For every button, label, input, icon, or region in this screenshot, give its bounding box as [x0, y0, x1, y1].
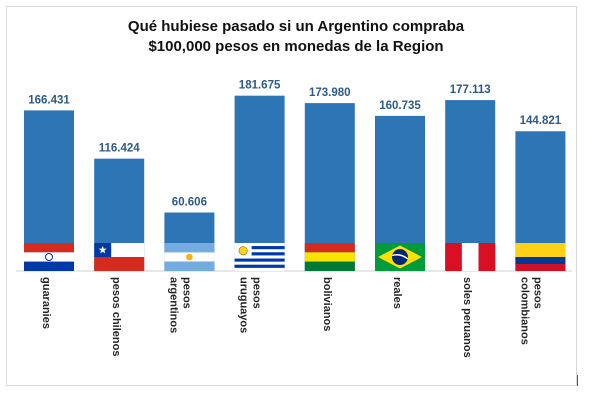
- flag-brazil: [375, 243, 425, 271]
- category-label-line: reales: [391, 277, 403, 309]
- value-label-guaranies: 166.431: [28, 94, 70, 106]
- flag-stripe: [234, 261, 285, 265]
- flag-star: [98, 245, 107, 254]
- flag-chile: [94, 243, 145, 271]
- flag-banner: [391, 254, 409, 260]
- category-label-line: uruguayos: [238, 277, 250, 333]
- flag-sun: [238, 246, 248, 256]
- flag-bolivia: [304, 243, 355, 271]
- bar-pesos-uruguayos: [234, 95, 285, 271]
- category-label-line: guaranies: [40, 277, 52, 329]
- flag-emblem: [45, 253, 53, 261]
- flag-band-red: [304, 243, 355, 253]
- category-label-pesos-chilenos: pesos chilenos: [110, 277, 122, 356]
- category-label-line: colombianos: [518, 277, 530, 345]
- flag-stripe: [234, 243, 285, 247]
- category-label-line: pesos: [251, 277, 263, 309]
- flag-colombia: [515, 243, 566, 271]
- category-label-reales: reales: [391, 277, 403, 309]
- flag-uruguay: [234, 243, 285, 271]
- flag-stripe: [234, 252, 285, 256]
- flag-band-white: [24, 252, 74, 262]
- value-label-pesos-argentinos: 60.606: [172, 197, 207, 209]
- flag-band-blue: [24, 261, 74, 271]
- flag-stripe: [234, 246, 285, 250]
- flag-band-white: [461, 243, 479, 271]
- value-label-bolivianos: 173.980: [309, 87, 351, 99]
- flag-band-yellow: [515, 243, 566, 257]
- flag-band-blue: [515, 257, 566, 264]
- category-label-line: soles peruanos: [461, 277, 473, 358]
- bar-group-guaranies: 166.431 guaranies: [24, 94, 74, 329]
- corner-mark: [577, 375, 578, 386]
- bars-group: 166.431 guaranies 116.424 pesos chilenos 60.…: [24, 80, 566, 358]
- flag-stripe: [234, 264, 285, 268]
- chart-title-line-2: $100,000 pesos en monedas de la Region: [148, 38, 443, 55]
- flag-stripe: [234, 249, 285, 253]
- flag-stripe: [234, 258, 285, 262]
- value-label-pesos-uruguayos: 181.675: [239, 80, 281, 92]
- value-label-reales: 160.735: [379, 100, 421, 112]
- bar-group-soles-peruanos: 177.113 soles peruanos: [445, 84, 496, 358]
- flag-band-red: [478, 243, 496, 271]
- category-label-line: bolivianos: [321, 277, 333, 331]
- flag-band-green: [304, 261, 355, 271]
- flag-peru: [445, 243, 496, 271]
- flag-band-light-blue: [164, 243, 215, 253]
- value-label-soles-peruanos: 177.113: [450, 84, 491, 96]
- value-label-pesos-chilenos: 116.424: [99, 143, 141, 155]
- flag-stripe: [234, 267, 285, 271]
- category-label-line: pesos: [180, 277, 192, 309]
- bar-group-reales: 160.735 reales: [375, 100, 425, 309]
- flag-paraguay: [24, 243, 74, 271]
- category-label-line: pesos: [531, 277, 543, 309]
- bar-soles-peruanos: [445, 100, 496, 271]
- flag-globe: [392, 249, 408, 265]
- flag-band-red: [515, 264, 566, 271]
- flag-sun: [186, 253, 193, 261]
- flag-band-red: [445, 243, 462, 271]
- flag-band-red: [24, 243, 74, 253]
- category-label-line: argentinos: [167, 277, 179, 333]
- flag-band-light-blue: [164, 261, 215, 271]
- category-label-guaranies: guaranies: [40, 277, 52, 329]
- flag-stripe: [234, 255, 285, 259]
- flag-argentina: [164, 243, 215, 271]
- category-label-bolivianos: bolivianos: [321, 277, 333, 331]
- flag-band-red: [94, 257, 145, 271]
- bar-group-pesos-chilenos: 116.424 pesos chilenos: [94, 143, 145, 356]
- flag-band-yellow: [304, 252, 355, 262]
- value-label-pesos-colombianos: 144.821: [520, 115, 562, 127]
- bar-group-bolivianos: 173.980 bolivianos: [304, 87, 355, 331]
- category-label-soles-peruanos: soles peruanos: [461, 277, 473, 358]
- category-label-line: pesos chilenos: [110, 277, 122, 356]
- chart-title-line-1: Qué hubiese pasado si un Argentino compr…: [128, 18, 465, 35]
